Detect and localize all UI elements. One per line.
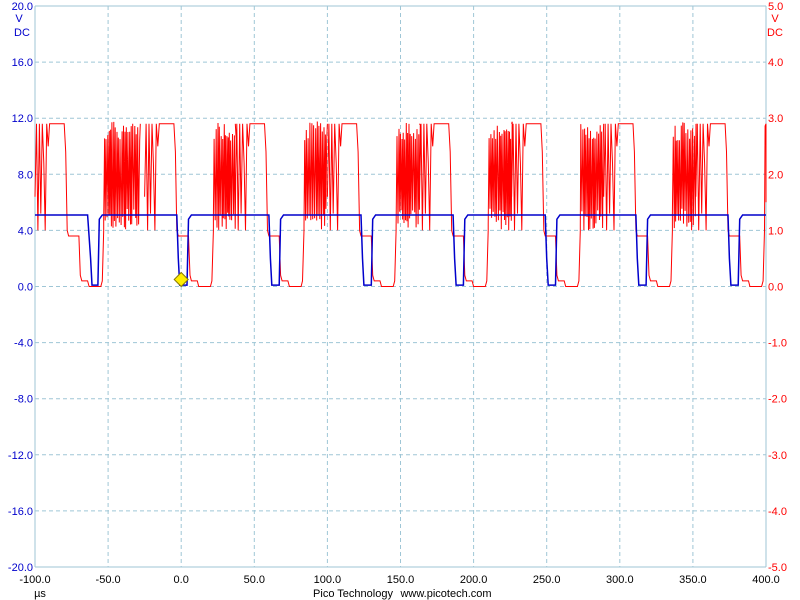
left-axis-tick-label: -16.0 [8, 506, 33, 518]
right-axis-tick-label: 2.0 [768, 169, 783, 181]
x-axis-tick-label: 150.0 [387, 574, 415, 586]
right-axis-unit-coupling: DC [767, 27, 783, 39]
right-axis-tick-label: 1.0 [768, 225, 783, 237]
left-axis-tick-label: 4.0 [18, 225, 33, 237]
x-axis-tick-label: 50.0 [244, 574, 265, 586]
x-axis-tick-label: 0.0 [174, 574, 189, 586]
channel-b-trace [34, 121, 767, 287]
right-axis-tick-label: -5.0 [768, 562, 787, 574]
right-axis-tick-label: -4.0 [768, 506, 787, 518]
right-axis-tick-label: 4.0 [768, 57, 783, 69]
x-axis-tick-label: -50.0 [96, 574, 121, 586]
x-axis-tick-label: 350.0 [679, 574, 707, 586]
trigger-marker [173, 271, 189, 288]
grid [34, 5, 767, 568]
left-axis-tick-label: 8.0 [18, 169, 33, 181]
left-axis-ticks: 20.0 16.0 12.0 8.0 4.0 0.0 -4.0 -8.0 -12.0 -16.0 -… [8, 1, 33, 574]
x-axis-tick-label: 200.0 [460, 574, 488, 586]
x-axis-ticks: -100.0 -50.0 0.0 50.0 100.0 150.0 200.0 250.0 30… [19, 574, 779, 586]
right-axis-tick-label: 5.0 [768, 1, 783, 13]
right-axis-tick-label: -2.0 [768, 394, 787, 406]
right-axis-tick-label: 3.0 [768, 113, 783, 125]
x-axis-tick-label: -100.0 [19, 574, 50, 586]
left-axis-unit-coupling: DC [14, 27, 30, 39]
right-axis-ticks: 5.0 4.0 3.0 2.0 1.0 0.0 -1.0 -2.0 -3.0 -4.0 -5.0 [768, 1, 787, 574]
left-axis-tick-label: 20.0 [12, 1, 33, 13]
x-axis-tick-label: 400.0 [752, 574, 780, 586]
x-axis-tick-label: 250.0 [533, 574, 561, 586]
right-axis-tick-label: -1.0 [768, 338, 787, 350]
x-axis-tick-label: 100.0 [314, 574, 342, 586]
left-axis-unit-volts: V [15, 13, 23, 25]
channel-a-trace-group [35, 214, 766, 286]
left-axis-tick-label: -12.0 [8, 450, 33, 462]
left-axis-tick-label: 16.0 [12, 57, 33, 69]
left-axis-tick-label: -4.0 [14, 338, 33, 350]
channel-b-trace-group [34, 121, 767, 287]
left-axis-tick-label: -8.0 [14, 394, 33, 406]
right-axis-tick-label: -3.0 [768, 450, 787, 462]
left-axis-tick-label: 0.0 [18, 282, 33, 294]
trigger-marker-group [173, 271, 189, 288]
footer-website: www.picotech.com [399, 588, 491, 600]
channel-a-trace [35, 214, 766, 286]
right-axis-tick-label: 0.0 [768, 282, 783, 294]
x-axis-unit: µs [34, 588, 46, 600]
footer-brand: Pico Technology [313, 588, 393, 600]
left-axis-tick-label: 12.0 [12, 113, 33, 125]
left-axis-tick-label: -20.0 [8, 562, 33, 574]
right-axis-unit-volts: V [771, 13, 779, 25]
x-axis-tick-label: 300.0 [606, 574, 634, 586]
